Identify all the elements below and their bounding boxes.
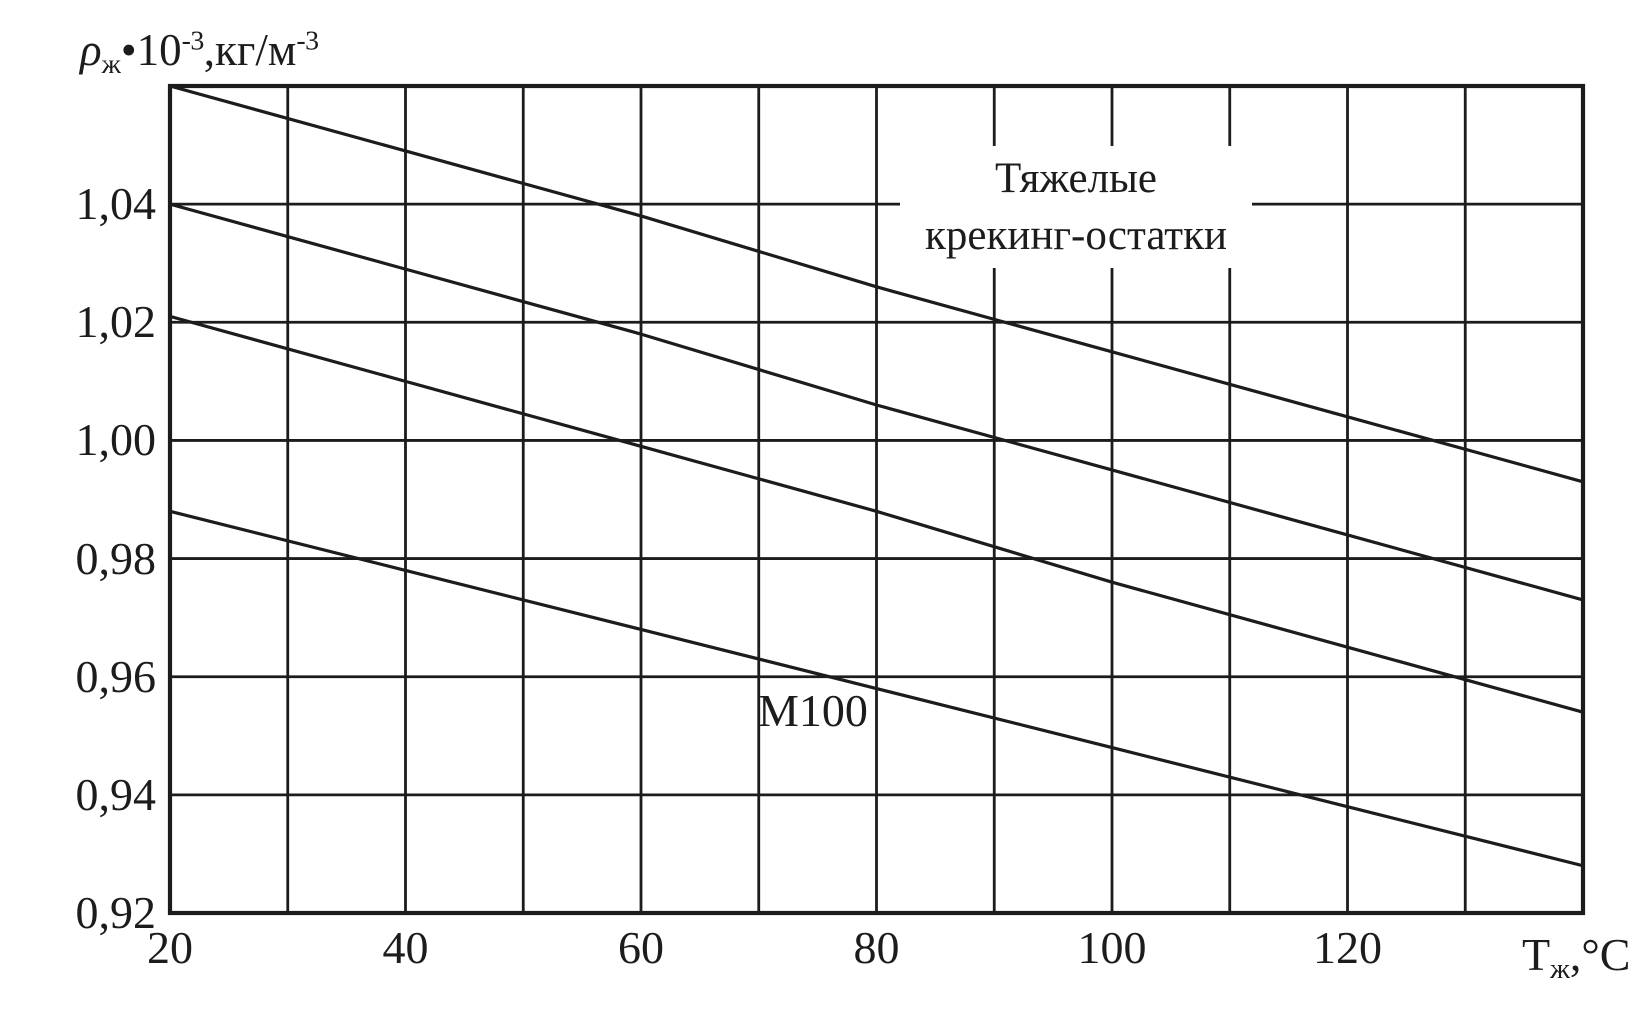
plot-frame xyxy=(167,83,1586,916)
annotation-m100: М100 xyxy=(758,685,868,736)
x-axis-title-t: Т xyxy=(1522,929,1551,980)
y-tick-label: 0,92 xyxy=(75,887,157,938)
x-tick-label: 40 xyxy=(382,922,429,973)
series-line-3 xyxy=(168,314,1585,714)
y-axis-title-units-exponent: -3 xyxy=(296,25,319,57)
y-axis-title-factor: •10 xyxy=(120,25,182,75)
y-axis-title-units: ,кг/м xyxy=(203,25,297,75)
x-axis-title-subscript: ж xyxy=(1550,953,1570,985)
x-tick-label: 100 xyxy=(1077,922,1147,973)
x-axis-title-units: ,°С xyxy=(1569,929,1631,980)
annotation-line-1: Тяжелые xyxy=(994,155,1158,202)
y-tick-label: 0,98 xyxy=(75,532,157,584)
y-tick-label: 1,04 xyxy=(75,178,157,230)
y-axis-title-rho: ρ xyxy=(80,25,102,75)
x-tick-label: 20 xyxy=(147,922,193,973)
x-tick-label: 120 xyxy=(1313,922,1382,973)
series-line-2 xyxy=(168,202,1585,602)
y-tick-label: 1,02 xyxy=(75,296,157,348)
annotation-heavy-cracking-residues: Тяжелые крекинг-остатки xyxy=(900,146,1252,268)
y-tick-label: 1,00 xyxy=(75,414,157,466)
annotation-line-2: крекинг-остатки xyxy=(925,212,1227,259)
y-axis-title-subscript: ж xyxy=(101,48,121,80)
y-tick-label: 0,96 xyxy=(75,650,157,702)
series-line-1 xyxy=(168,84,1585,484)
x-tick-label: 80 xyxy=(853,922,900,973)
x-axis-title: Тж,°С xyxy=(1522,928,1630,986)
y-axis-title: ρж•10-3,кг/м-3 xyxy=(80,24,319,81)
x-tick-label: 60 xyxy=(618,922,664,973)
y-axis-title-exponent: -3 xyxy=(181,25,205,57)
series-line-4 xyxy=(168,509,1585,868)
y-tick-label: 0,94 xyxy=(75,768,157,820)
